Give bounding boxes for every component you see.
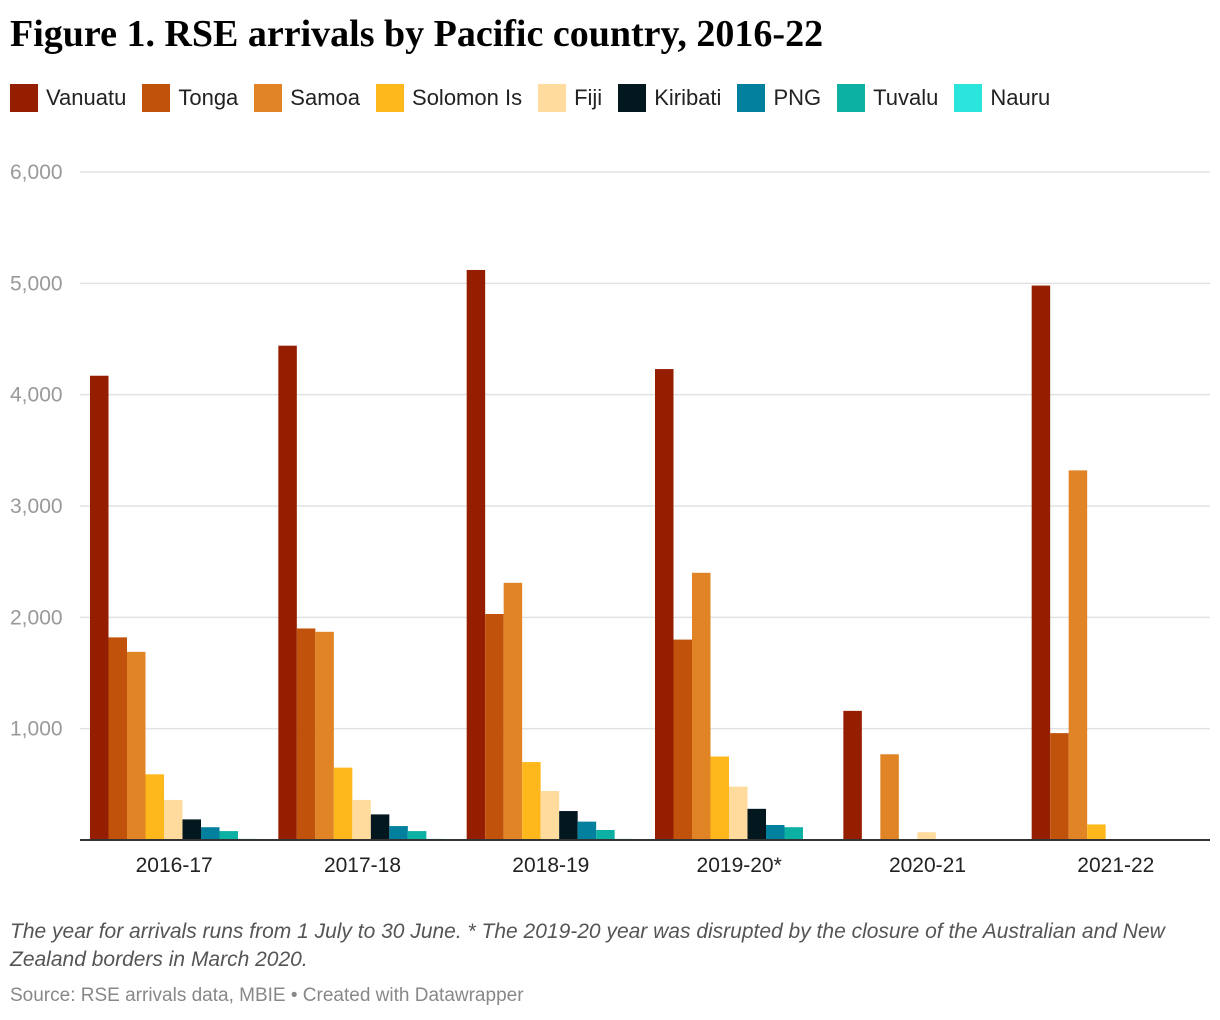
- legend-swatch: [376, 84, 405, 112]
- y-tick-label: 4,000: [10, 384, 63, 407]
- bar-chart: 1,000 2,000 3,000 4,000 5,000 6,000 2016-17 201…: [10, 161, 1210, 877]
- y-tick-label: 5,000: [10, 272, 63, 295]
- legend-item-tonga: Tonga: [142, 84, 238, 112]
- legend-label: Samoa: [290, 85, 361, 110]
- bar-kiribati-2019-20: [747, 808, 766, 840]
- bar-vanuatu-2018-19: [466, 269, 486, 840]
- bar-samoa-2021-22: [1068, 470, 1088, 840]
- chart-notes: The year for arrivals runs from 1 July t…: [10, 920, 1165, 971]
- legend-swatch: [618, 84, 647, 112]
- legend-swatch: [10, 84, 38, 112]
- legend-item-kiribati: Kiribati: [618, 84, 721, 112]
- bar-fiji-2016-17: [164, 799, 183, 840]
- bar-vanuatu-2017-18: [278, 345, 297, 840]
- bar-fiji-2017-18: [352, 799, 371, 840]
- bar-vanuatu-2016-17: [90, 375, 109, 840]
- bar-solomon-is-2021-22: [1087, 824, 1106, 840]
- legend-item-png: PNG: [737, 84, 821, 112]
- bar-png-2017-18: [389, 826, 408, 840]
- bar-vanuatu-2021-22: [1031, 285, 1051, 840]
- bar-png-2019-20: [766, 824, 785, 840]
- y-tick-label: 1,000: [10, 718, 63, 741]
- legend-item-samoa: Samoa: [254, 84, 360, 112]
- legend-label: Solomon Is: [412, 85, 523, 110]
- bar-samoa-2019-20: [692, 572, 711, 840]
- bar-tonga-2016-17: [108, 637, 127, 840]
- chart-source: Source: RSE arrivals data, MBIE • Create…: [10, 985, 524, 1006]
- legend-label: Tuvalu: [873, 85, 939, 110]
- bar-samoa-2018-19: [503, 582, 523, 840]
- legend-label: Vanuatu: [46, 85, 127, 110]
- bar-samoa-2017-18: [315, 631, 334, 840]
- bar-vanuatu-2020-21: [843, 710, 862, 840]
- legend-label: Tonga: [178, 85, 239, 110]
- bar-fiji-2020-21: [917, 832, 936, 840]
- bar-tonga-2021-22: [1050, 733, 1069, 840]
- legend-item-fiji: Fiji: [538, 84, 602, 112]
- bar-solomon-is-2019-20: [710, 756, 729, 840]
- legend-swatch: [837, 84, 866, 112]
- bar-fiji-2019-20: [729, 786, 748, 840]
- legend-item-solomon-is: Solomon Is: [376, 84, 522, 112]
- bar-solomon-is-2018-19: [522, 762, 541, 840]
- bar-kiribati-2018-19: [559, 811, 578, 840]
- bar-tuvalu-2016-17: [219, 831, 238, 840]
- bar-vanuatu-2019-20: [655, 369, 674, 840]
- legend-label: Fiji: [574, 85, 603, 110]
- legend-item-nauru: Nauru: [954, 84, 1050, 112]
- bar-solomon-is-2016-17: [145, 774, 164, 840]
- legend-label: Kiribati: [654, 85, 722, 110]
- bar-kiribati-2017-18: [370, 814, 390, 840]
- bar-tuvalu-2017-18: [407, 831, 427, 840]
- x-tick-label: 2018-19: [512, 854, 589, 877]
- legend-item-tuvalu: Tuvalu: [837, 84, 938, 112]
- bar-png-2016-17: [201, 827, 220, 840]
- legend: Vanuatu Tonga Samoa Solomon Is Fiji Kiribati P…: [10, 84, 1066, 112]
- legend-swatch: [142, 84, 171, 112]
- x-tick-label: 2016-17: [136, 854, 213, 877]
- bar-tonga-2017-18: [296, 628, 316, 840]
- legend-swatch: [254, 84, 283, 112]
- x-tick-label: 2021-22: [1077, 854, 1154, 877]
- legend-label: PNG: [773, 85, 822, 110]
- x-tick-label: 2019-20*: [697, 854, 782, 877]
- bar-solomon-is-2017-18: [333, 767, 353, 840]
- legend-swatch: [737, 84, 766, 112]
- bar-png-2018-19: [577, 821, 597, 840]
- legend-swatch: [954, 84, 983, 112]
- legend-label: Nauru: [990, 85, 1051, 110]
- x-tick-label: 2020-21: [889, 854, 966, 877]
- legend-swatch: [538, 84, 567, 112]
- y-tick-label: 6,000: [10, 161, 63, 184]
- bar-tuvalu-2019-20: [784, 827, 803, 840]
- y-tick-label: 2,000: [10, 606, 63, 629]
- bar-fiji-2018-19: [540, 791, 560, 840]
- chart-title: Figure 1. RSE arrivals by Pacific countr…: [10, 13, 824, 55]
- bar-samoa-2020-21: [880, 754, 899, 840]
- bar-samoa-2016-17: [127, 651, 146, 840]
- y-tick-label: 3,000: [10, 495, 63, 518]
- x-tick-label: 2017-18: [324, 854, 401, 877]
- bar-tuvalu-2018-19: [596, 829, 615, 840]
- bar-tonga-2018-19: [485, 613, 504, 840]
- bar-kiribati-2016-17: [182, 819, 201, 840]
- legend-item-vanuatu: Vanuatu: [10, 84, 126, 112]
- bar-tonga-2019-20: [673, 639, 692, 840]
